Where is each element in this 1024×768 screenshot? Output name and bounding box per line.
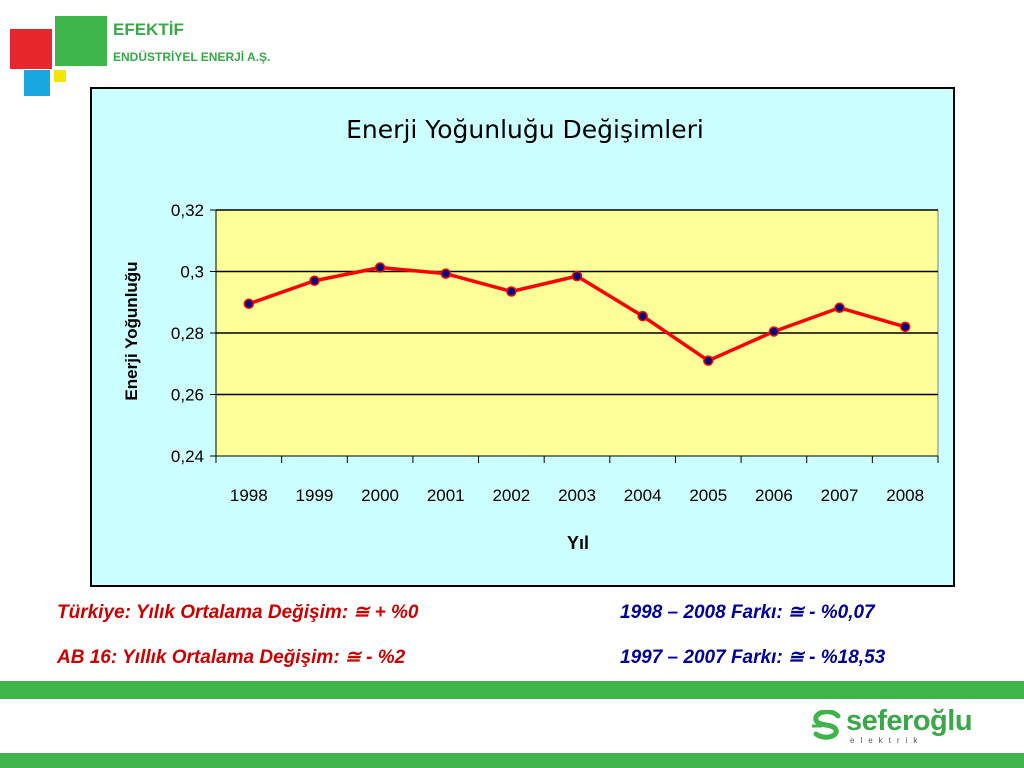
data-point: [506, 286, 517, 297]
data-point: [309, 275, 320, 286]
diff-1998-2008-note: 1998 – 2008 Farkı: ≅ - %0,07: [620, 602, 875, 623]
y-tick-label: 0,32: [171, 201, 204, 220]
diff-1997-2007-note: 1997 – 2007 Farkı: ≅ - %18,53: [620, 647, 886, 668]
x-tick-label: 1999: [296, 486, 334, 505]
x-tick-label: 2002: [492, 486, 530, 505]
x-axis-label: Yıl: [567, 533, 589, 553]
data-point: [768, 326, 780, 337]
x-tick-label: 2001: [427, 486, 465, 505]
y-tick-label: 0,26: [171, 386, 204, 405]
logo-blue-square: [24, 70, 50, 96]
footer-bottom-band: [0, 753, 1024, 768]
footer-green-band: [0, 681, 1024, 699]
y-tick-label: 0,24: [171, 447, 204, 466]
data-point: [243, 298, 255, 310]
y-axis-label: Enerji Yoğunluğu: [122, 261, 141, 400]
brand-logo: seferoğlu elektrik: [810, 702, 1000, 748]
data-point: [834, 302, 845, 314]
x-tick-label: 2007: [821, 486, 859, 505]
brand-name: seferoğlu: [846, 705, 973, 737]
data-point: [637, 310, 648, 322]
y-tick-label: 0,3: [180, 263, 204, 282]
data-point: [374, 262, 386, 273]
seferoglu-logo-icon: [812, 710, 841, 740]
x-tick-label: 2004: [624, 486, 662, 505]
x-tick-label: 2000: [361, 486, 399, 505]
data-point: [703, 355, 714, 366]
brand-subtitle: elektrik: [850, 736, 924, 745]
chart-title: Enerji Yoğunluğu Değişimleri: [346, 115, 704, 144]
line-chart: Enerji Yoğunluğu Değişimleri 0,24 0,26 0,2…: [122, 115, 939, 553]
x-tick-label: 2006: [755, 486, 793, 505]
logo-red-square: [10, 29, 52, 69]
x-tick-label: 2003: [558, 486, 596, 505]
company-logo: [0, 0, 110, 100]
data-point: [440, 268, 451, 279]
logo-yellow-square: [54, 70, 66, 82]
x-tick-label: 1998: [230, 486, 268, 505]
x-tick-label: 2008: [886, 486, 924, 505]
turkey-average-change-note: Türkiye: Yılık Ortalama Değişim: ≅ + %0: [57, 602, 419, 623]
eu16-average-change-note: AB 16: Yıllık Ortalama Değişim: ≅ - %2: [57, 647, 406, 668]
company-subtitle: ENDÜSTRİYEL ENERJİ A.Ş.: [113, 50, 271, 64]
logo-green-square: [55, 16, 107, 66]
data-point: [571, 270, 583, 282]
x-tick-label: 2005: [689, 486, 727, 505]
y-tick-label: 0,28: [171, 324, 204, 343]
data-point: [899, 321, 911, 333]
company-name: EFEKTİF: [113, 20, 184, 39]
chart-container: Enerji Yoğunluğu Değişimleri 0,24 0,26 0,2…: [90, 87, 955, 587]
